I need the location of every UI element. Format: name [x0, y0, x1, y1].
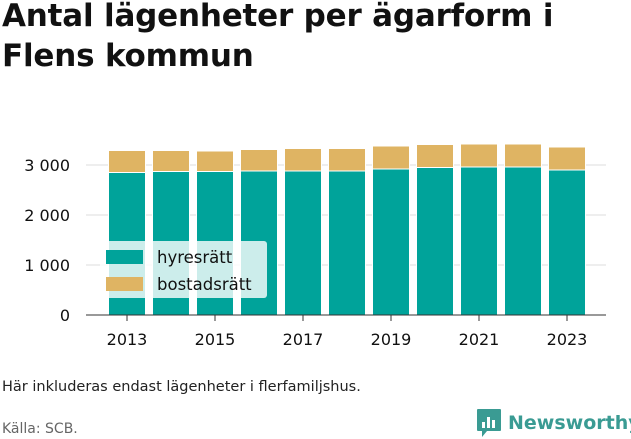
bar-hyresratt-2022: [504, 166, 542, 316]
bar-hyresratt-2017: [284, 170, 322, 316]
legend-item-bostadsratt: bostadsrätt: [106, 273, 252, 295]
bar-bostadsratt-2014: [152, 150, 190, 172]
x-tick-label: 2019: [371, 330, 412, 349]
bar-bostadsratt-2023: [548, 146, 586, 171]
x-tick-label: 2015: [195, 330, 236, 349]
bar-bostadsratt-2015: [196, 150, 234, 172]
x-tick-label: 2021: [459, 330, 500, 349]
y-tick-label: 2 000: [24, 206, 70, 225]
y-axis-tick-labels: 0 1 000 2 000 3 000: [24, 156, 70, 325]
bar-bostadsratt-2016: [240, 149, 278, 172]
bar-bostadsratt-2021: [460, 143, 498, 168]
bar-bostadsratt-2022: [504, 143, 542, 168]
y-tick-label: 1 000: [24, 256, 70, 275]
bar-bostadsratt-2018: [328, 148, 366, 172]
x-axis-ticks: 2013 2015 2017 2019 2021 2023: [107, 315, 588, 349]
x-tick-label: 2023: [547, 330, 588, 349]
x-tick-label: 2017: [283, 330, 324, 349]
bar-bostadsratt-2020: [416, 144, 454, 168]
y-tick-label: 0: [60, 306, 70, 325]
bar-bostadsratt-2019: [372, 145, 410, 170]
bar-hyresratt-2018: [328, 170, 366, 316]
bar-hyresratt-2020: [416, 167, 454, 316]
bar-bostadsratt-2017: [284, 148, 322, 172]
legend-label-bostadsratt: bostadsrätt: [157, 274, 252, 294]
x-tick-label: 2013: [107, 330, 148, 349]
chart-note: Här inkluderas endast lägenheter i flerf…: [2, 379, 361, 395]
bar-hyresratt-2019: [372, 168, 410, 316]
newsworthy-bar-chart-icon: [477, 409, 501, 437]
chart-source: Källa: SCB.: [2, 421, 78, 437]
brand-name: Newsworthy: [508, 412, 631, 434]
newsworthy-logo: Newsworthy: [476, 408, 631, 438]
bar-hyresratt-2023: [548, 169, 586, 316]
bar-hyresratt-2021: [460, 166, 498, 316]
chart-title: Antal lägenheter per ägarform i Flens ko…: [2, 0, 554, 74]
bar-bostadsratt-2013: [108, 150, 146, 173]
legend-label-hyresratt: hyresrätt: [157, 247, 233, 267]
legend: hyresrätt bostadsrätt: [100, 241, 267, 298]
legend-swatch-hyresratt: [106, 250, 143, 264]
legend-item-hyresratt: hyresrätt: [106, 246, 232, 268]
stacked-bar-chart: 0 1 000 2 000 3 000 2013 2015 2017 2019 2021 202…: [24, 143, 606, 349]
y-tick-label: 3 000: [24, 156, 70, 175]
legend-swatch-bostadsratt: [106, 277, 143, 291]
